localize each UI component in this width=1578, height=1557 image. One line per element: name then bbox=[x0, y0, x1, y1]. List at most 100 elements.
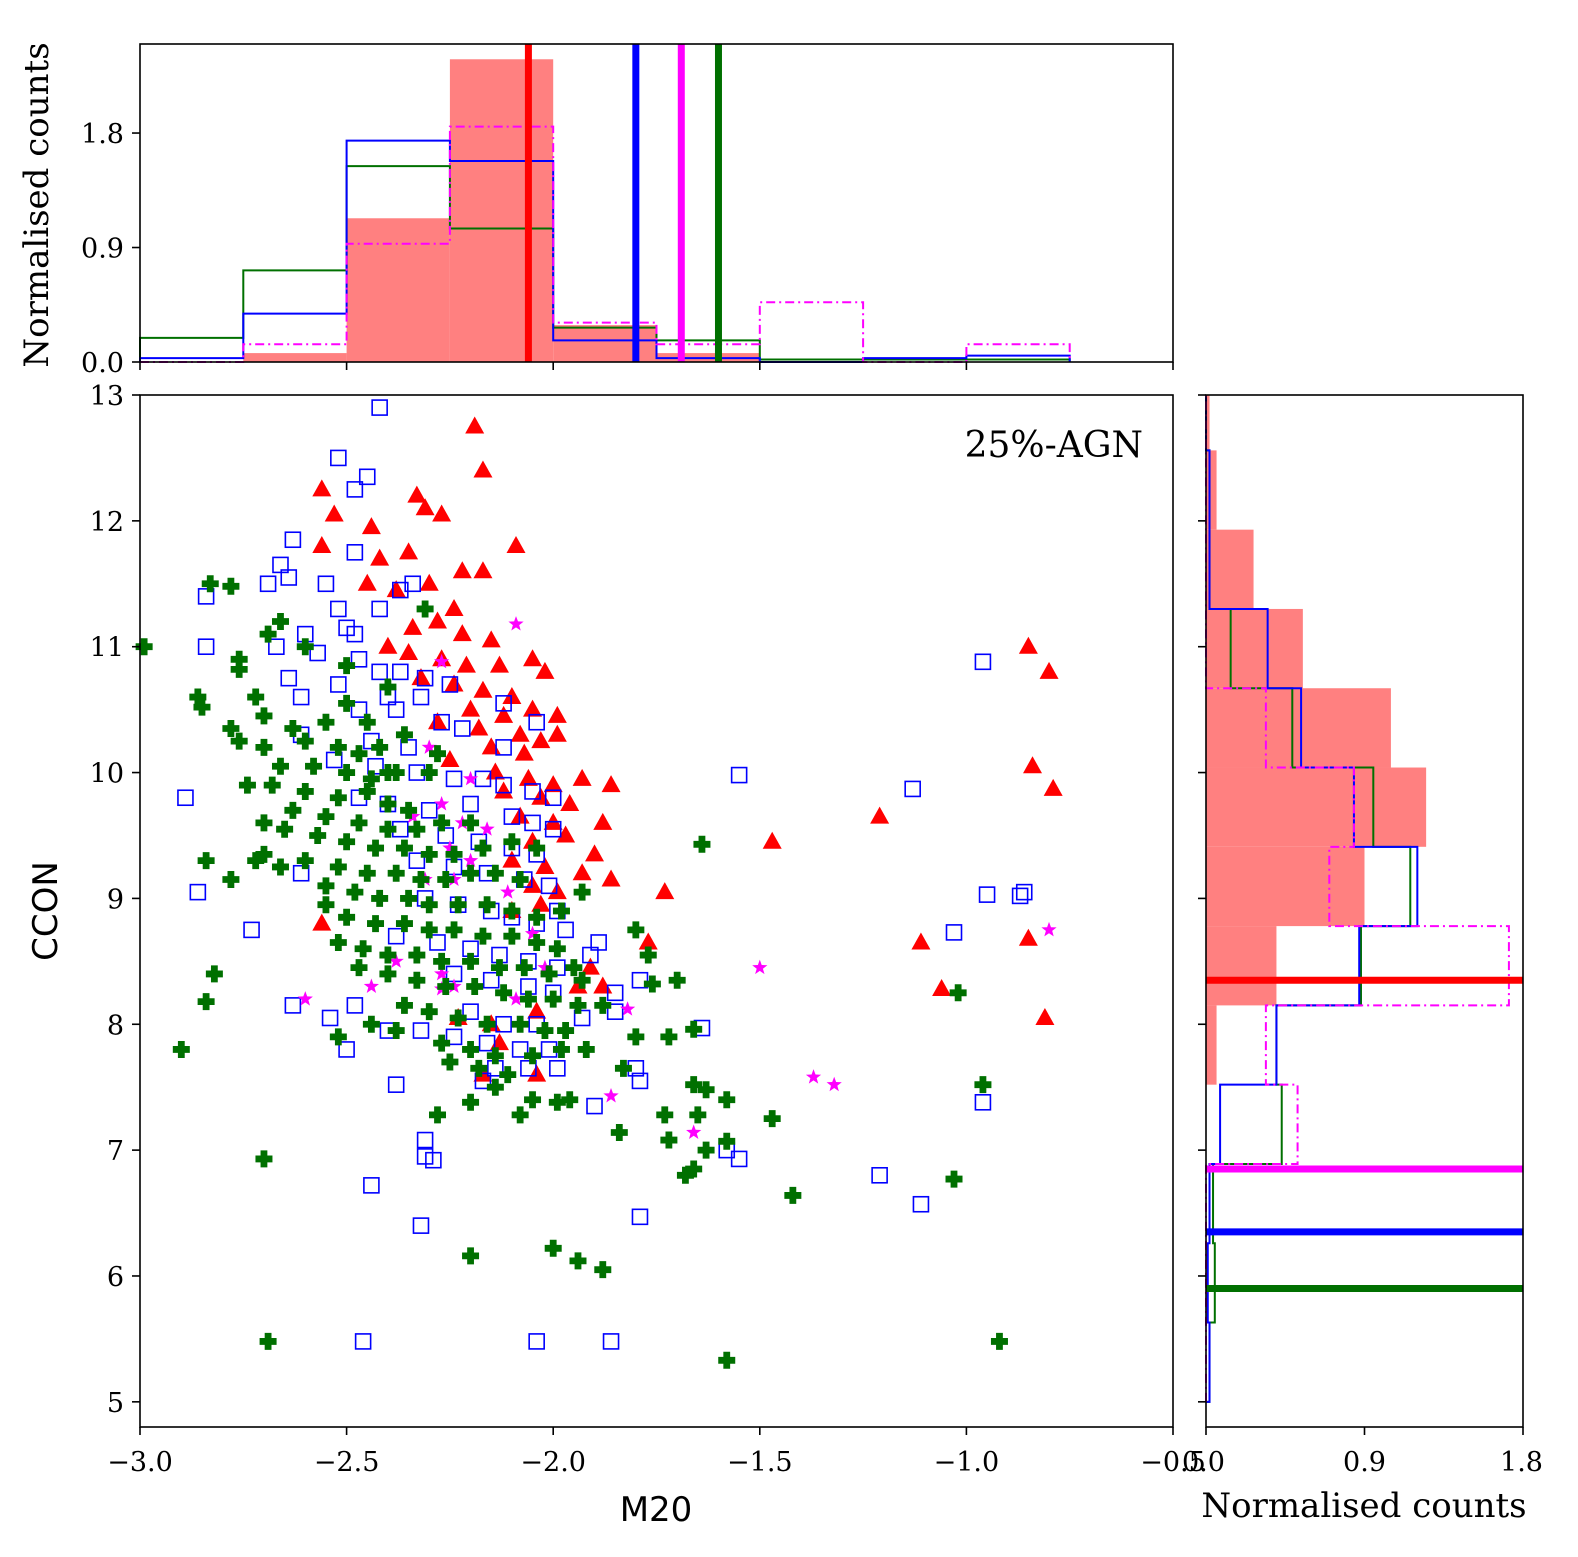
point-red-triangle bbox=[572, 768, 592, 786]
point-green-cross bbox=[387, 864, 405, 882]
right-bar-red bbox=[1206, 608, 1303, 689]
point-blue-square bbox=[540, 877, 558, 895]
point-red-triangle bbox=[870, 806, 890, 824]
point-blue-square bbox=[387, 1076, 405, 1093]
point-green-cross bbox=[949, 984, 967, 1002]
top-ytick-label: 0.9 bbox=[81, 234, 124, 265]
point-green-cross bbox=[296, 732, 314, 750]
point-red-triangle bbox=[547, 724, 567, 742]
point-red-triangle bbox=[593, 812, 613, 830]
point-green-cross bbox=[528, 908, 546, 926]
main-ytick-label: 6 bbox=[107, 1262, 124, 1293]
point-green-cross bbox=[408, 971, 426, 989]
point-blue-square bbox=[871, 1166, 888, 1184]
point-blue-square bbox=[495, 1015, 512, 1033]
point-red-triangle bbox=[506, 536, 526, 554]
point-green-cross bbox=[395, 996, 413, 1014]
point-red-triangle bbox=[312, 913, 332, 931]
point-blue-square bbox=[730, 1150, 748, 1168]
point-green-cross bbox=[462, 952, 480, 970]
point-red-triangle bbox=[324, 504, 344, 522]
point-green-cross bbox=[338, 908, 356, 926]
point-blue-square bbox=[631, 1208, 649, 1226]
point-green-cross bbox=[379, 965, 397, 983]
point-red-triangle bbox=[361, 517, 381, 535]
point-green-cross bbox=[449, 896, 467, 914]
point-red-triangle bbox=[601, 775, 621, 793]
point-blue-square bbox=[346, 625, 364, 643]
point-green-cross bbox=[350, 745, 368, 763]
point-green-cross bbox=[197, 852, 215, 870]
main-ytick-label: 10 bbox=[90, 759, 124, 790]
point-blue-square bbox=[528, 1333, 545, 1350]
point-red-triangle bbox=[473, 680, 493, 698]
point-blue-square bbox=[437, 827, 455, 844]
point-blue-square bbox=[416, 1131, 434, 1149]
point-green-cross bbox=[429, 1106, 447, 1124]
point-green-cross bbox=[718, 1351, 736, 1369]
point-green-cross bbox=[135, 638, 153, 656]
point-green-cross bbox=[329, 858, 347, 876]
point-green-cross bbox=[718, 1132, 736, 1150]
right-xtick-label: 0.0 bbox=[1182, 1447, 1225, 1478]
point-blue-square bbox=[590, 934, 607, 951]
point-green-cross bbox=[689, 1106, 707, 1124]
point-blue-square bbox=[412, 688, 430, 706]
point-magenta-star bbox=[1041, 921, 1057, 937]
point-blue-square bbox=[1011, 887, 1029, 905]
point-green-cross bbox=[660, 1131, 678, 1149]
point-red-triangle bbox=[762, 831, 782, 849]
point-blue-square bbox=[284, 531, 302, 549]
point-red-triangle bbox=[523, 699, 543, 717]
point-green-cross bbox=[656, 1106, 674, 1124]
point-green-cross bbox=[197, 993, 215, 1011]
point-green-cross bbox=[259, 1332, 277, 1350]
point-green-cross bbox=[358, 864, 376, 882]
point-green-cross bbox=[238, 776, 256, 794]
point-red-triangle bbox=[911, 932, 931, 950]
point-magenta-star bbox=[620, 1001, 636, 1016]
top-bar-red bbox=[346, 218, 450, 362]
point-red-triangle bbox=[547, 705, 567, 723]
point-blue-square bbox=[730, 766, 748, 784]
point-green-cross bbox=[408, 946, 426, 964]
point-green-cross bbox=[271, 858, 289, 876]
point-blue-square bbox=[400, 739, 417, 756]
right-hist-red bbox=[1206, 395, 1427, 1085]
point-green-cross bbox=[400, 889, 418, 907]
point-green-cross bbox=[495, 984, 513, 1002]
point-blue-square bbox=[904, 780, 921, 798]
point-red-triangle bbox=[1018, 928, 1038, 946]
top-ylabel: Normalised counts bbox=[17, 42, 57, 367]
top-hist-red bbox=[243, 59, 760, 362]
point-green-cross bbox=[697, 1081, 715, 1099]
point-green-cross bbox=[420, 764, 438, 782]
point-green-cross bbox=[433, 814, 451, 832]
point-green-cross bbox=[486, 1047, 504, 1065]
point-green-cross bbox=[519, 990, 537, 1008]
point-green-cross bbox=[610, 1124, 628, 1142]
main-xtick-label: −3.0 bbox=[107, 1447, 173, 1478]
point-green-cross bbox=[350, 959, 368, 977]
point-green-cross bbox=[685, 1160, 703, 1178]
point-green-cross bbox=[990, 1332, 1008, 1350]
point-red-triangle bbox=[638, 932, 658, 950]
point-magenta-star bbox=[434, 796, 450, 811]
point-blue-square bbox=[573, 1009, 591, 1027]
point-green-cross bbox=[499, 1066, 517, 1084]
point-green-cross bbox=[329, 789, 347, 807]
point-green-cross bbox=[395, 726, 413, 744]
main-scatter-panel: −3.0 −2.5 −2.0 −1.5 −1.0 −0.5 5 6 7 8 9 10 11 12 13 25… bbox=[26, 381, 1206, 1530]
point-green-cross bbox=[569, 996, 587, 1014]
main-xtick-label: −2.5 bbox=[314, 1447, 380, 1478]
main-ytick-label: 5 bbox=[107, 1388, 124, 1419]
point-magenta-star bbox=[826, 1076, 842, 1092]
point-blue-square bbox=[387, 927, 405, 945]
top-bar-red bbox=[553, 325, 657, 362]
point-magenta-star bbox=[421, 739, 437, 754]
point-magenta-star bbox=[388, 953, 404, 968]
point-green-cross bbox=[255, 814, 273, 832]
point-green-cross bbox=[205, 965, 223, 983]
point-blue-square bbox=[503, 808, 521, 825]
point-green-cross bbox=[255, 707, 273, 725]
